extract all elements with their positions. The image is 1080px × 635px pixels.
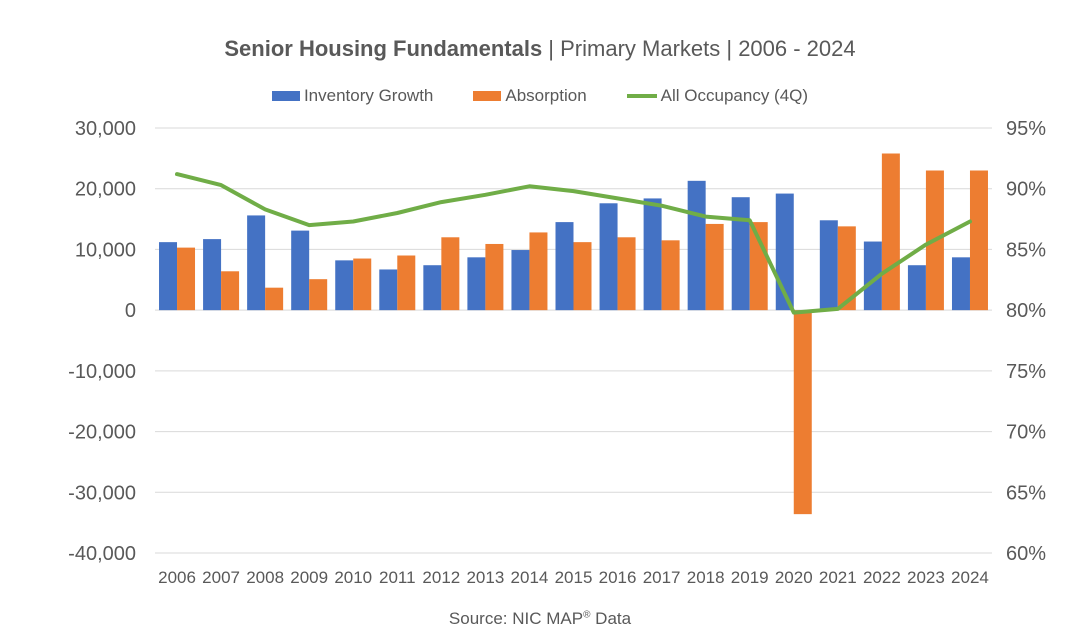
bar-inventory-growth: [291, 230, 310, 311]
y-left-tick-label: -10,000: [68, 361, 136, 383]
y-left-tick-label: 0: [125, 300, 136, 322]
y-left-tick-label: -30,000: [68, 482, 136, 504]
bar-inventory-growth: [731, 197, 750, 311]
legend-label-occupancy: All Occupancy (4Q): [660, 86, 809, 105]
chart-title: Senior Housing Fundamentals | Primary Ma…: [0, 36, 1080, 62]
registered-mark: ®: [583, 609, 591, 621]
bar-absorption: [837, 226, 856, 311]
y-left-tick-label: 20,000: [75, 179, 136, 201]
y-right-tick-label: 70%: [1006, 422, 1046, 444]
legend-label-absorption: Absorption: [505, 86, 587, 105]
source-prefix: Source: NIC MAP: [448, 609, 584, 628]
x-tick-label: 2021: [819, 568, 857, 587]
bar-inventory-growth: [511, 250, 530, 311]
chart-title-rest: | Primary Markets | 2006 - 2024: [542, 36, 856, 61]
bar-absorption: [529, 232, 548, 311]
y-right-tick-label: 90%: [1006, 179, 1046, 201]
source-suffix: Data: [590, 609, 632, 628]
bar-absorption: [397, 255, 416, 311]
bar-absorption: [441, 237, 460, 311]
x-tick-label: 2008: [246, 568, 284, 587]
x-tick-label: 2006: [158, 568, 196, 587]
x-tick-label: 2017: [643, 568, 681, 587]
x-tick-label: 2007: [202, 568, 240, 587]
bar-inventory-growth: [555, 222, 574, 311]
legend-item-inventory: Inventory Growth: [271, 86, 434, 106]
bar-inventory-growth: [379, 269, 398, 311]
y-right-tick-label: 80%: [1006, 300, 1046, 322]
legend-swatch-occupancy: [626, 94, 657, 98]
x-tick-label: 2024: [951, 568, 989, 587]
bar-inventory-growth: [951, 257, 970, 311]
bar-inventory-growth: [467, 257, 486, 311]
y-left-tick-label: -20,000: [68, 422, 136, 444]
legend-swatch-inventory: [271, 91, 300, 101]
bar-absorption: [353, 258, 372, 311]
x-tick-label: 2023: [907, 568, 945, 587]
legend-swatch-absorption: [473, 91, 502, 101]
x-tick-label: 2010: [334, 568, 372, 587]
x-tick-label: 2020: [775, 568, 813, 587]
bar-inventory-growth: [819, 220, 838, 311]
legend-label-inventory: Inventory Growth: [303, 86, 434, 105]
bar-absorption: [881, 153, 900, 311]
y-right-tick-label: 65%: [1006, 482, 1046, 504]
x-tick-label: 2019: [731, 568, 769, 587]
bar-absorption: [793, 310, 812, 515]
bar-inventory-growth: [687, 180, 706, 311]
bar-inventory-growth: [247, 215, 266, 311]
bar-inventory-growth: [907, 265, 926, 311]
bar-inventory-growth: [335, 260, 354, 311]
y-left-tick-label: -40,000: [68, 543, 136, 565]
bar-absorption: [617, 237, 636, 311]
bar-absorption: [969, 170, 988, 311]
bar-absorption: [485, 243, 504, 311]
x-tick-label: 2015: [555, 568, 593, 587]
bar-inventory-growth: [159, 242, 178, 311]
y-right-tick-label: 60%: [1006, 543, 1046, 565]
y-right-tick-label: 75%: [1006, 361, 1046, 383]
y-right-tick-label: 85%: [1006, 239, 1046, 261]
bar-inventory-growth: [203, 239, 222, 311]
chart-title-main: Senior Housing Fundamentals: [224, 36, 543, 61]
source-note: Source: NIC MAP® Data: [0, 609, 1080, 629]
y-right-tick-label: 95%: [1006, 118, 1046, 140]
y-left-tick-label: 10,000: [75, 239, 136, 261]
bar-absorption: [661, 240, 680, 311]
bar-inventory-growth: [643, 198, 662, 311]
x-tick-label: 2013: [466, 568, 504, 587]
bar-inventory-growth: [599, 203, 618, 311]
x-tick-label: 2009: [290, 568, 328, 587]
bar-absorption: [265, 287, 284, 311]
line-all-occupancy: [175, 172, 972, 315]
x-tick-label: 2014: [511, 568, 549, 587]
y-left-tick-label: 30,000: [75, 118, 136, 140]
x-tick-label: 2018: [687, 568, 725, 587]
x-tick-label: 2022: [863, 568, 901, 587]
bar-inventory-growth: [423, 265, 442, 311]
bar-inventory-growth: [863, 241, 882, 311]
bar-absorption: [573, 242, 592, 311]
legend-item-occupancy: All Occupancy (4Q): [626, 86, 809, 106]
x-tick-label: 2016: [599, 568, 637, 587]
legend-item-absorption: Absorption: [473, 86, 587, 106]
bar-absorption: [309, 279, 328, 311]
bar-absorption: [705, 223, 724, 311]
x-tick-label: 2012: [422, 568, 460, 587]
x-tick-label: 2011: [379, 568, 416, 587]
chart-legend: Inventory Growth Absorption All Occupanc…: [0, 86, 1080, 106]
bar-absorption: [177, 247, 196, 311]
bar-absorption: [221, 271, 240, 311]
